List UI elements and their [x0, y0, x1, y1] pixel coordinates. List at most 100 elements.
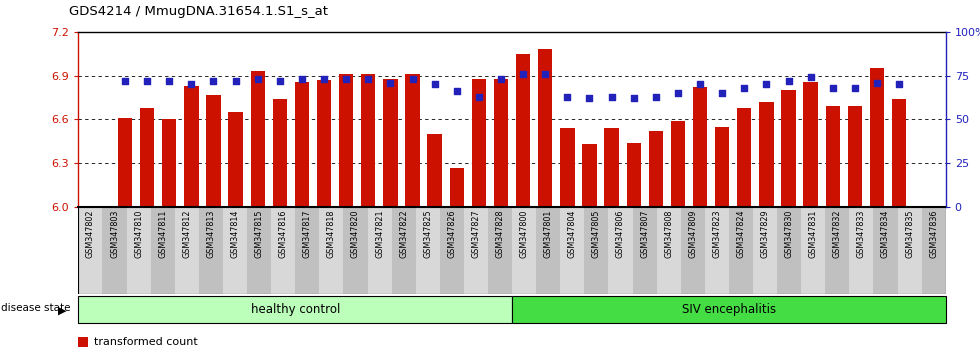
Text: GSM347817: GSM347817 — [303, 210, 312, 258]
Bar — [406, 74, 419, 207]
Text: GSM347809: GSM347809 — [688, 210, 697, 258]
Bar — [584, 207, 609, 294]
Bar — [222, 207, 247, 294]
Text: GSM347830: GSM347830 — [785, 210, 794, 258]
Bar — [247, 207, 271, 294]
Point — [294, 76, 310, 82]
Bar — [898, 207, 921, 294]
Point — [560, 94, 575, 99]
Point — [626, 96, 642, 101]
Text: GSM347824: GSM347824 — [736, 210, 746, 258]
Point — [847, 85, 862, 91]
Point — [493, 76, 509, 82]
Point — [382, 80, 398, 86]
Point — [692, 81, 708, 87]
Bar — [626, 143, 641, 207]
Text: GSM347808: GSM347808 — [664, 210, 673, 258]
Bar — [494, 79, 509, 207]
Point — [537, 71, 553, 77]
Bar — [753, 207, 777, 294]
Text: GSM347823: GSM347823 — [712, 210, 721, 258]
Bar — [271, 207, 295, 294]
Bar — [873, 207, 898, 294]
Bar — [825, 207, 850, 294]
Bar — [512, 296, 946, 323]
Bar — [295, 81, 309, 207]
Bar — [416, 207, 440, 294]
Point — [317, 76, 332, 82]
Bar — [512, 207, 536, 294]
Bar — [737, 108, 752, 207]
Text: GSM347832: GSM347832 — [833, 210, 842, 258]
Point — [670, 90, 686, 96]
Text: GSM347800: GSM347800 — [519, 210, 528, 258]
Bar — [605, 128, 618, 207]
Bar — [162, 120, 176, 207]
Text: ▶: ▶ — [58, 306, 67, 316]
Text: GSM347805: GSM347805 — [592, 210, 601, 258]
Point — [118, 78, 133, 84]
Bar — [681, 207, 705, 294]
Text: GSM347803: GSM347803 — [110, 210, 119, 258]
Bar — [78, 296, 512, 323]
Text: GSM347802: GSM347802 — [86, 210, 95, 258]
Bar — [870, 68, 884, 207]
Bar — [103, 207, 126, 294]
Point — [139, 78, 155, 84]
Bar — [174, 207, 199, 294]
Bar — [317, 80, 331, 207]
Text: GSM347815: GSM347815 — [255, 210, 264, 258]
Point — [736, 85, 752, 91]
Text: GSM347804: GSM347804 — [567, 210, 577, 258]
Bar — [921, 207, 946, 294]
Point — [250, 76, 266, 82]
Text: GSM347818: GSM347818 — [327, 210, 336, 258]
Text: GSM347836: GSM347836 — [929, 210, 938, 258]
Bar — [536, 207, 561, 294]
Text: GSM347811: GSM347811 — [158, 210, 168, 258]
Bar — [272, 99, 287, 207]
Bar — [781, 90, 796, 207]
Text: SIV encephalitis: SIV encephalitis — [682, 303, 776, 316]
Text: GSM347828: GSM347828 — [496, 210, 505, 258]
Bar — [368, 207, 392, 294]
Text: GSM347806: GSM347806 — [616, 210, 625, 258]
Bar — [118, 118, 132, 207]
Bar — [561, 128, 574, 207]
Point — [825, 85, 841, 91]
Point — [803, 75, 818, 80]
Point — [206, 78, 221, 84]
Text: GSM347827: GSM347827 — [471, 210, 480, 258]
Bar — [361, 74, 375, 207]
Bar — [295, 207, 319, 294]
Text: GSM347826: GSM347826 — [447, 210, 457, 258]
Point — [515, 71, 531, 77]
Point — [361, 76, 376, 82]
Point — [869, 80, 885, 86]
Point — [781, 78, 797, 84]
Text: GSM347810: GSM347810 — [134, 210, 143, 258]
Bar — [126, 207, 151, 294]
Bar — [802, 207, 825, 294]
Bar — [609, 207, 632, 294]
Bar — [561, 207, 584, 294]
Text: GSM347816: GSM347816 — [278, 210, 288, 258]
Bar — [427, 134, 442, 207]
Bar — [693, 87, 708, 207]
Text: GSM347807: GSM347807 — [640, 210, 649, 258]
Text: GSM347829: GSM347829 — [760, 210, 769, 258]
Bar — [464, 207, 488, 294]
Point — [183, 81, 199, 87]
Point — [581, 96, 597, 101]
Point — [427, 81, 443, 87]
Point — [648, 94, 663, 99]
Text: GDS4214 / MmugDNA.31654.1.S1_s_at: GDS4214 / MmugDNA.31654.1.S1_s_at — [69, 5, 327, 18]
Bar — [632, 207, 657, 294]
Point — [891, 81, 907, 87]
Bar — [850, 207, 873, 294]
Bar — [319, 207, 343, 294]
Bar — [670, 121, 685, 207]
Bar — [538, 50, 553, 207]
Bar — [649, 131, 663, 207]
Bar — [582, 144, 597, 207]
